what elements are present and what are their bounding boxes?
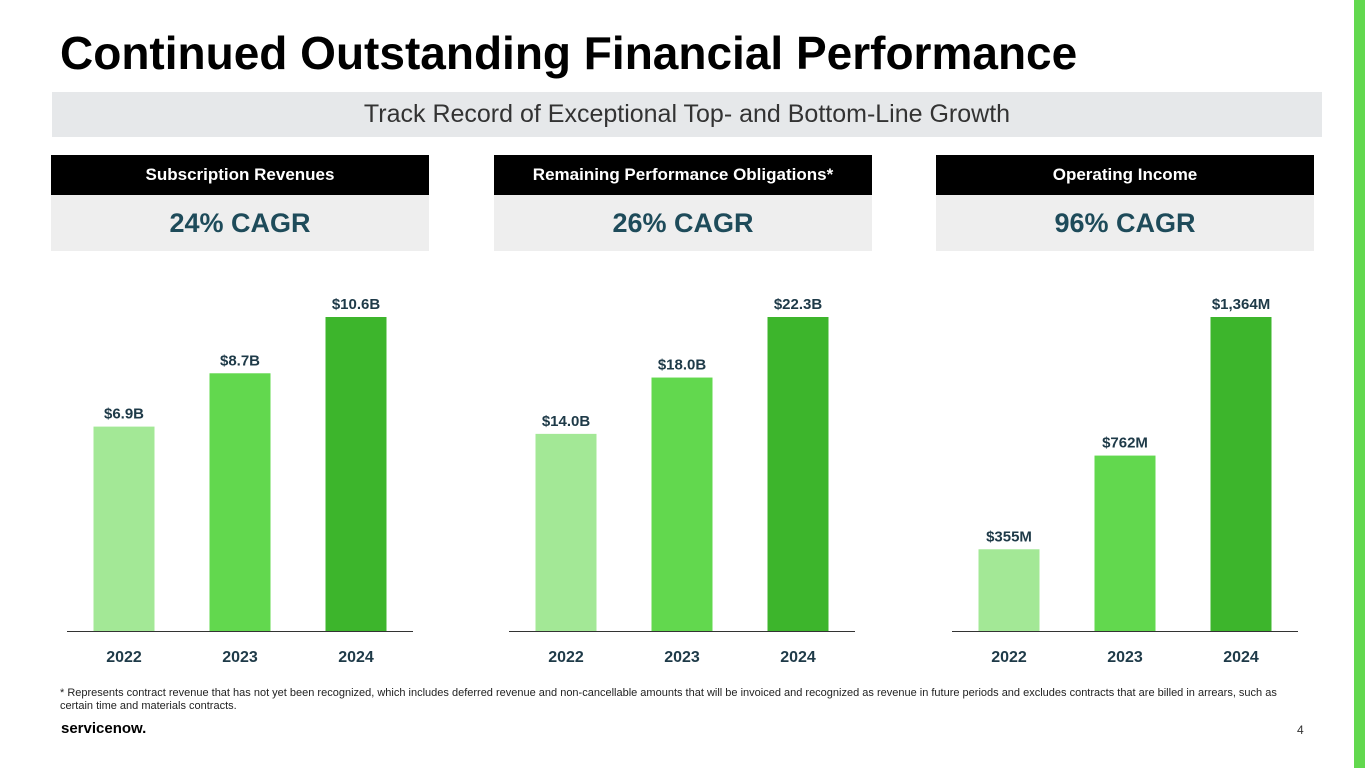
x-tick-label-2024: 2024 [780,649,816,666]
x-tick-label-2022: 2022 [991,649,1027,666]
slide-accent-edge [1354,0,1365,768]
x-tick-label-2023: 2023 [664,649,700,666]
x-tick-label-2024: 2024 [338,649,374,666]
panel-header: Subscription Revenues [51,155,429,195]
bar-2022 [978,549,1040,631]
page-title: Continued Outstanding Financial Performa… [60,27,1078,79]
subscription-revenues-chart: $6.9B 2022 $8.7B 2023 $10.6B 2024 [67,296,413,666]
x-tick-label-2022: 2022 [106,649,142,666]
panel-cagr: 96% CAGR [936,195,1314,251]
bar-2022 [535,433,597,631]
bar-2022 [93,426,155,631]
data-label-2024: $22.3B [774,296,823,313]
data-label-2022: $6.9B [104,406,144,423]
data-label-2024: $10.6B [332,296,381,313]
panel-remaining-performance-obligations: Remaining Performance Obligations* 26% C… [494,155,872,251]
panel-cagr: 24% CAGR [51,195,429,251]
x-tick-label-2023: 2023 [1107,649,1143,666]
panel-operating-income: Operating Income 96% CAGR [936,155,1314,251]
data-label-2024: $1,364M [1212,296,1270,313]
subtitle-bar: Track Record of Exceptional Top- and Bot… [52,92,1322,137]
page-number: 4 [1297,723,1304,737]
data-label-2022: $14.0B [542,413,591,430]
bar-2024 [325,317,387,631]
operating-income-chart: $355M 2022 $762M 2023 $1,364M 2024 [952,296,1298,666]
x-tick-label-2024: 2024 [1223,649,1259,666]
servicenow-logo: servicenow. [61,720,147,737]
x-tick-label-2023: 2023 [222,649,258,666]
panel-header: Operating Income [936,155,1314,195]
panel-header: Remaining Performance Obligations* [494,155,872,195]
bar-2024 [767,317,829,631]
rpo-chart: $14.0B 2022 $18.0B 2023 $22.3B 2024 [509,296,855,666]
panel-cagr: 26% CAGR [494,195,872,251]
data-label-2022: $355M [986,528,1032,545]
panel-subscription-revenues: Subscription Revenues 24% CAGR [51,155,429,251]
bar-2024 [1210,317,1272,631]
subtitle-text: Track Record of Exceptional Top- and Bot… [363,100,1011,128]
footnote: * Represents contract revenue that has n… [60,687,1277,712]
bar-2023 [651,377,713,631]
data-label-2023: $762M [1102,435,1148,452]
x-tick-label-2022: 2022 [548,649,584,666]
data-label-2023: $18.0B [658,357,707,374]
bar-2023 [1094,455,1156,631]
bar-2023 [209,373,271,631]
data-label-2023: $8.7B [220,352,260,369]
